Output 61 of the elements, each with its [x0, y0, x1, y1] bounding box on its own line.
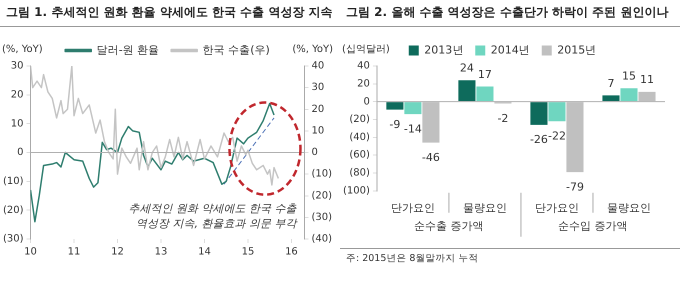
data-label: 7 [607, 76, 614, 90]
text: 순수입 증가액 [558, 220, 628, 233]
y-tick-label: (20) [2, 204, 24, 216]
y2-tick-label: 40 [311, 60, 324, 72]
x-tick-label: 15 [242, 246, 254, 258]
chart-title: 그림 2. 올해 수출 역성장은 수출단가 하락이 주된 원인이나 [340, 0, 680, 27]
x-tick-label: 16 [285, 246, 298, 258]
x-tick-label: 물량요인 [462, 201, 507, 214]
legend-label: 달러-원 환율 [96, 43, 160, 56]
data-label: -26 [530, 133, 548, 146]
y-tick-label: (100) [343, 185, 370, 196]
data-label: 15 [622, 70, 636, 83]
legend-label: 2014년 [490, 43, 530, 56]
data-label: -46 [422, 151, 440, 164]
y2-tick-label: 30 [311, 82, 324, 94]
x-tick-label: 단가요인 [390, 201, 435, 214]
annotation: 추세적인 원화 약세에도 한국 수출 역성장 지속, 환율효과 의문 부각 [128, 202, 298, 230]
text: 순수출 증가액 [414, 220, 484, 233]
y2-tick-label: 10 [311, 125, 324, 136]
text: 주: 2015년은 8월말까지 누적 [340, 248, 680, 268]
y2-tick-label: 0 [311, 147, 318, 158]
y-axis-title: (%, YoY) [2, 44, 43, 56]
y2-axis-title: (%, YoY) [292, 44, 334, 56]
y2-tick-label: (20) [311, 190, 332, 202]
x-tick-label: 11 [68, 246, 80, 258]
data-label: -22 [548, 130, 566, 143]
legend-label: 2013년 [424, 43, 464, 56]
y-tick-label: 30 [10, 60, 24, 72]
data-label: -9 [389, 118, 400, 132]
chart-title: 그림 1. 추세적인 원화 환율 약세에도 한국 수출 역성장 지속 [0, 0, 340, 27]
y-tick-label: (80) [349, 168, 370, 179]
y-tick-label: 0 [17, 147, 24, 158]
y2-tick-label: 20 [311, 104, 324, 115]
data-label: 17 [478, 68, 492, 81]
x-tick-label: 물량요인 [606, 201, 651, 214]
x-tick-label: 14 [198, 246, 211, 258]
y-tick-label: (10) [2, 176, 24, 187]
x-tick-label: 10 [24, 246, 37, 258]
data-label: -2 [497, 112, 508, 125]
y-tick-label: 10 [10, 118, 24, 130]
x-tick-label: 13 [154, 246, 168, 258]
y-tick-label: (60) [349, 150, 370, 161]
data-label: 24 [460, 62, 474, 75]
y-tick-label: (40) [349, 132, 370, 143]
data-label: 11 [640, 73, 654, 86]
x-tick-label: 12 [111, 246, 124, 258]
y2-tick-label: (10) [311, 168, 332, 180]
data-label: -14 [404, 122, 422, 136]
y-tick-label: 0 [364, 96, 370, 108]
y-tick-label: 20 [10, 89, 24, 100]
y2-tick-label: (30) [311, 212, 332, 223]
legend-label: 2015년 [557, 43, 596, 56]
y2-tick-label: (40) [311, 234, 332, 245]
y-tick-label: 20 [357, 78, 370, 90]
y-axis-title: (십억달러) [342, 44, 390, 56]
y-tick-label: 40 [357, 60, 370, 72]
x-tick-label: 단가요인 [534, 201, 579, 214]
y-tick-label: (20) [349, 114, 370, 126]
data-label: -79 [566, 180, 584, 194]
y-tick-label: (30) [2, 234, 24, 245]
legend-label: 한국 수출(우) [202, 43, 270, 56]
